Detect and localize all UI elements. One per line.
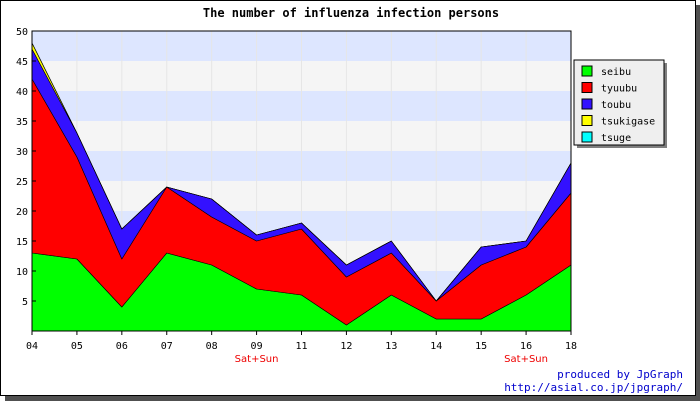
legend-swatch-seibu (581, 65, 593, 77)
credit-line-2: http://asial.co.jp/jpgraph/ (504, 381, 683, 394)
y-tick-label: 50 (16, 27, 28, 38)
x-tick-label: 13 (385, 341, 397, 352)
x-sublabel: Sat+Sun (235, 354, 279, 365)
y-tick-label: 45 (16, 57, 28, 68)
y-tick-label: 30 (16, 147, 28, 158)
x-sublabel: Sat+Sun (504, 354, 548, 365)
x-tick-label: 07 (161, 341, 173, 352)
legend-label-toubu: toubu (601, 100, 631, 111)
x-tick-label: 16 (520, 341, 532, 352)
legend-swatch-tsuge (581, 131, 593, 143)
x-tick-label: 05 (71, 341, 83, 352)
legend-label-tyuubu: tyuubu (601, 84, 637, 95)
chart-title: The number of influenza infection person… (203, 6, 499, 20)
y-tick-label: 10 (16, 267, 28, 278)
x-tick-label: 12 (340, 341, 352, 352)
x-tick-label: 14 (430, 341, 442, 352)
legend-swatch-toubu (581, 98, 593, 110)
legend-label-seibu: seibu (601, 67, 631, 78)
x-tick-label: 11 (295, 341, 307, 352)
legend-label-tsukigase: tsukigase (601, 117, 655, 128)
x-tick-label: 18 (565, 341, 577, 352)
x-tick-label: 06 (116, 341, 128, 352)
y-tick-label: 25 (16, 177, 28, 188)
x-tick-label: 04 (26, 341, 38, 352)
x-tick-label: 08 (206, 341, 218, 352)
x-tick-label: 09 (251, 341, 263, 352)
legend-label-tsuge: tsuge (601, 133, 631, 144)
legend: seibu tyuubu toubu tsukigase tsuge (573, 59, 667, 148)
legend-swatch-tyuubu (581, 82, 593, 93)
x-tick-label: 15 (475, 341, 487, 352)
credit-line-1: produced by JpGraph (557, 368, 683, 381)
y-tick-label: 5 (22, 297, 28, 308)
y-tick-label: 35 (16, 117, 28, 128)
legend-swatch-tsukigase (581, 115, 593, 126)
axes: 5 10 15 20 25 30 35 40 45 50 04 05 06 07 08 09 Sat+Sun 11… (16, 27, 577, 365)
y-tick-label: 15 (16, 237, 28, 248)
y-tick-label: 40 (16, 87, 28, 98)
y-tick-label: 20 (16, 207, 28, 218)
